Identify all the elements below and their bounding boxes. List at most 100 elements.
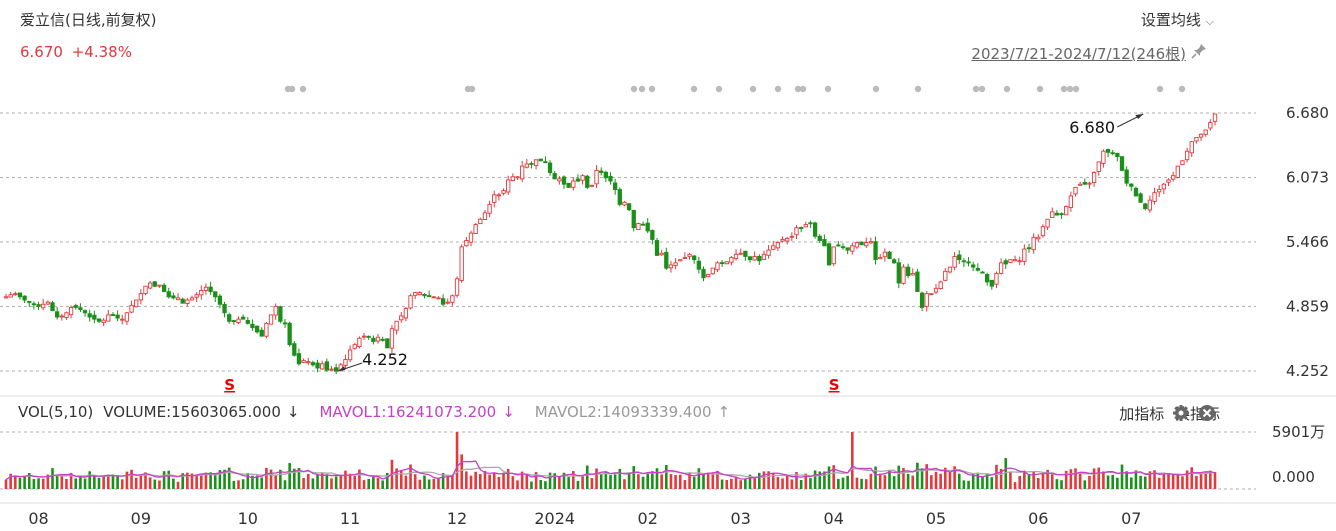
candle	[552, 171, 557, 180]
volume-bar	[1157, 477, 1161, 489]
volume-bar	[762, 471, 766, 489]
volume-bar	[623, 479, 626, 489]
volume-bar	[758, 472, 761, 489]
candle-body	[492, 194, 497, 203]
candle-body	[673, 262, 678, 266]
candle	[1101, 149, 1106, 168]
candle-body	[975, 267, 981, 271]
candle	[408, 293, 413, 310]
candle-body	[124, 312, 130, 322]
candle	[129, 300, 134, 314]
candle-body	[617, 189, 622, 205]
candle	[887, 250, 892, 260]
candle-body	[82, 310, 88, 314]
volume-bar	[1204, 472, 1207, 489]
volume-bar	[911, 475, 915, 489]
add-indicator-button[interactable]: 加指标	[1119, 405, 1165, 423]
volume-bar	[999, 468, 1003, 489]
candle-body	[854, 242, 860, 248]
close-icon[interactable]	[1198, 404, 1216, 422]
annotation-arrowhead	[338, 366, 346, 371]
volume-bar	[595, 468, 598, 489]
candle-body	[1115, 152, 1120, 158]
date-range-link[interactable]: 2023/7/21-2024/7/12(246根)	[971, 45, 1186, 63]
volume-bar	[69, 472, 73, 489]
candle	[636, 222, 641, 231]
volume-bar	[469, 475, 473, 489]
candle	[343, 354, 348, 370]
volume-bar	[413, 474, 417, 489]
candle	[31, 301, 37, 310]
price-line: 6.670 +4.38%	[20, 43, 136, 61]
volume-bar	[878, 473, 882, 489]
candle-body	[515, 176, 520, 179]
candle-body	[394, 320, 399, 331]
candle	[334, 363, 339, 375]
event-dot	[1060, 85, 1068, 93]
volume-bar	[41, 478, 45, 489]
volume-bar	[544, 481, 547, 489]
candle-body	[454, 278, 460, 296]
candle-body	[817, 235, 822, 241]
volume-bar	[1167, 474, 1170, 489]
candle	[357, 336, 362, 349]
volume-bar	[1018, 475, 1021, 489]
candle	[561, 175, 567, 189]
candle-body	[1059, 213, 1064, 216]
volume-bar	[446, 474, 450, 489]
candle	[1036, 234, 1041, 242]
candle-body	[701, 268, 706, 279]
x-tick-label: 09	[131, 509, 151, 528]
candle	[529, 161, 534, 169]
candle	[217, 294, 223, 309]
candle-body	[478, 218, 483, 225]
candle-body	[13, 293, 18, 296]
volume-bar	[1088, 475, 1091, 489]
candle-body	[650, 229, 655, 240]
volume-bar	[883, 475, 887, 489]
candle-body	[417, 292, 422, 296]
candle-body	[868, 241, 874, 244]
candle	[361, 332, 367, 340]
candle	[422, 293, 427, 299]
candle-body	[520, 165, 525, 180]
volume-bar	[1134, 470, 1138, 489]
candle-body	[1166, 179, 1171, 183]
candle	[905, 263, 911, 279]
volume-bar	[265, 467, 268, 489]
candle-body	[73, 305, 78, 308]
candle	[645, 218, 650, 234]
x-tick-label: 02	[638, 509, 658, 528]
candle-body	[357, 337, 362, 348]
volume-bar	[790, 479, 794, 489]
volume-bar	[1083, 480, 1087, 489]
candle-body	[138, 293, 143, 301]
y-tick-label: 6.073	[1286, 169, 1329, 187]
candle	[1147, 195, 1153, 213]
candle	[1170, 171, 1176, 182]
candle-body	[361, 335, 367, 338]
event-dot	[1072, 85, 1080, 93]
candle-body	[668, 264, 674, 269]
candle	[13, 291, 18, 296]
candle-body	[1175, 165, 1180, 178]
candle-body	[96, 318, 102, 322]
candle	[59, 313, 64, 321]
candle	[812, 221, 818, 239]
candle	[543, 156, 548, 164]
gear-icon[interactable]	[1172, 404, 1190, 422]
candle	[1082, 178, 1087, 185]
candle-body	[171, 295, 176, 299]
candle-body	[687, 253, 692, 257]
candle	[1105, 148, 1111, 158]
volume-bar	[725, 479, 729, 489]
volume-bar	[818, 471, 822, 489]
candle-body	[552, 173, 557, 180]
candle	[64, 311, 69, 320]
candle	[427, 290, 432, 298]
volume-bar	[200, 475, 203, 489]
pin-icon[interactable]	[1190, 42, 1208, 60]
ma-setting-button[interactable]: 设置均线 ⌵	[1141, 9, 1214, 30]
candle-body	[278, 306, 283, 322]
